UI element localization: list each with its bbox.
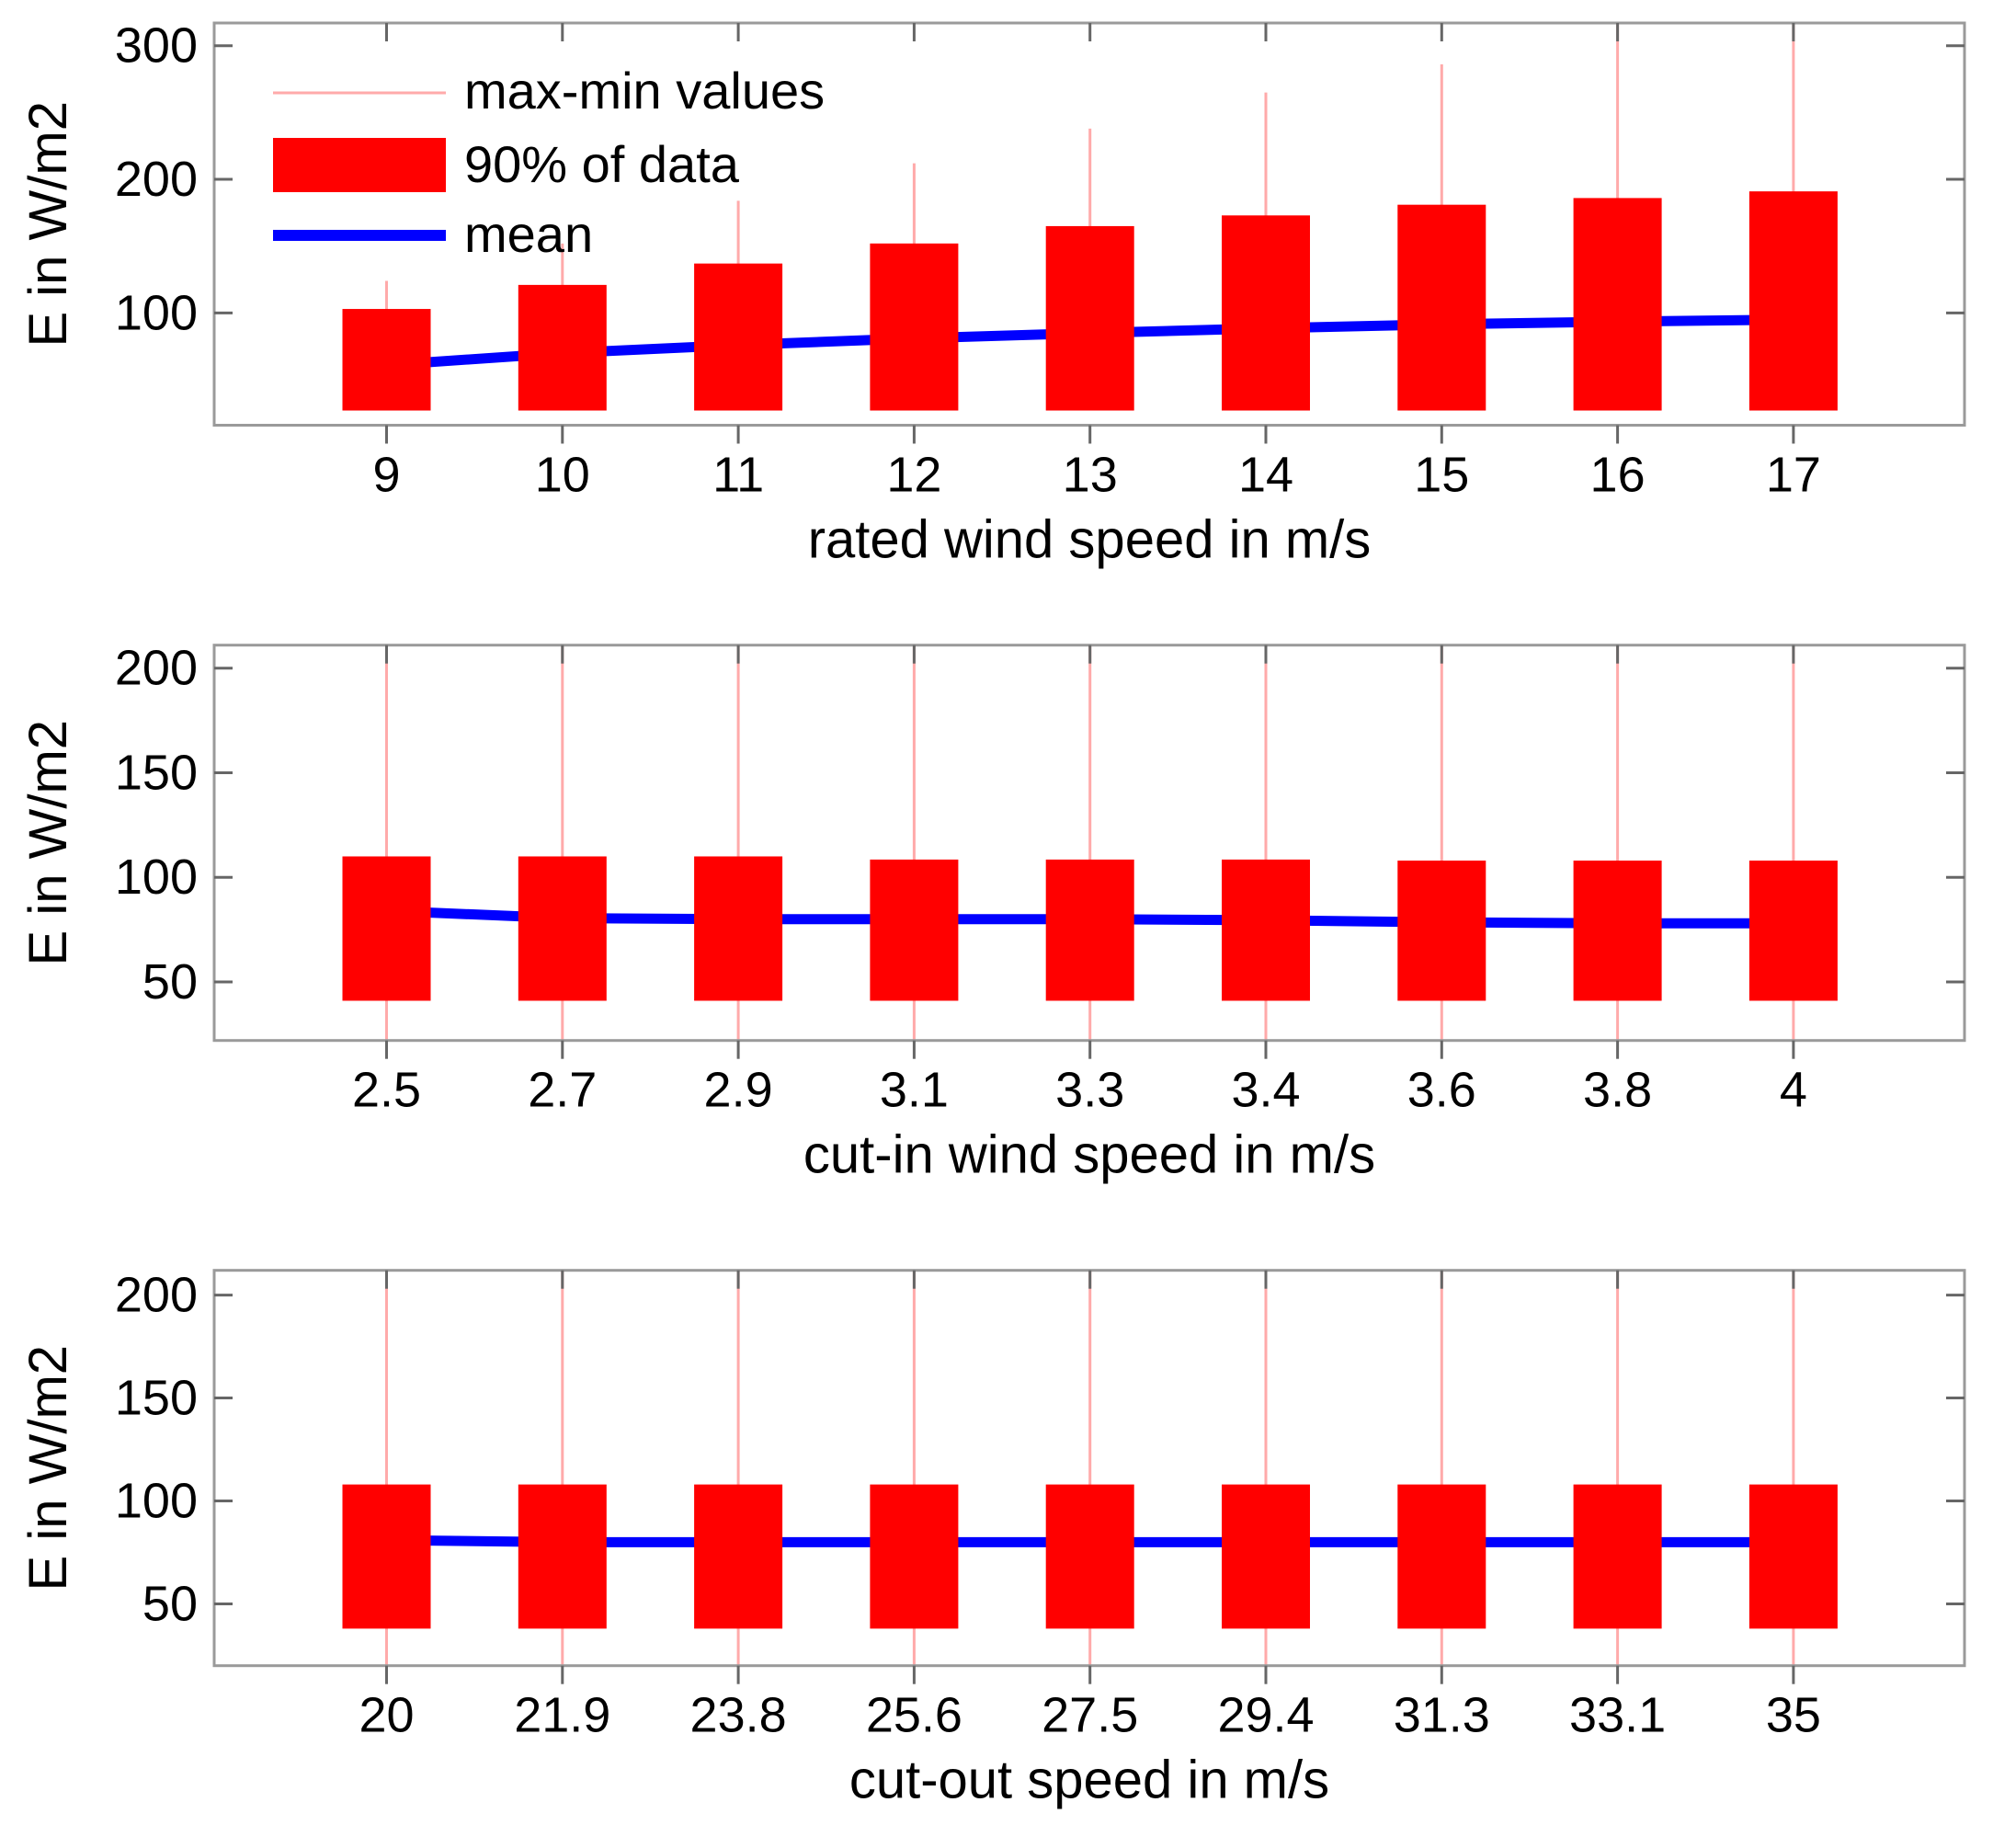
bar-90pct [870,243,959,411]
legend-mean-label: mean [464,205,593,263]
x-axis-label: cut-in wind speed in m/s [803,1125,1375,1185]
subplot-cut-in-wind-speed: 50 100 150 200 2.5 2.7 2.9 3.1 3.3 3.4 3.6 3.8 4 cut-… [18,641,1966,1185]
y-tick-label: 150 [115,1371,198,1426]
x-tick-label: 3.3 [1055,1063,1124,1118]
bar-90pct [1573,861,1662,1001]
x-axis-label: cut-out speed in m/s [849,1751,1329,1810]
x-tick-label: 2.5 [352,1063,421,1118]
bar-90pct [518,284,607,411]
y-tick-label: 200 [115,641,198,696]
x-tick-label: 27.5 [1042,1688,1138,1743]
bar-90pct [870,859,959,1001]
x-tick-label: 17 [1766,448,1821,503]
bar-90pct [694,856,783,1001]
y-tick-label: 100 [115,1474,198,1529]
bar-90pct [1397,861,1486,1001]
bar-90pct [1748,861,1838,1001]
y-tick-label: 100 [115,850,198,905]
x-tick-label: 12 [886,448,941,503]
y-tick-label: 200 [115,1268,198,1323]
bar-90pct [1045,225,1134,411]
x-tick-label: 4 [1780,1063,1807,1118]
legend-band-label: 90% of data [464,135,740,193]
y-tick-label: 50 [142,1577,198,1632]
bar-90pct [1748,191,1838,411]
y-axis-label: E in W/m2 [18,720,78,965]
x-tick-label: 21.9 [514,1688,610,1743]
x-tick-label: 15 [1414,448,1469,503]
bar-90pct [342,309,431,411]
x-tick-label: 2.7 [528,1063,597,1118]
x-tick-label: 3.4 [1231,1063,1300,1118]
x-tick-label: 33.1 [1569,1688,1666,1743]
x-tick-label: 13 [1063,448,1118,503]
legend: max-min values 90% of data mean [273,62,825,263]
x-tick-label: 14 [1238,448,1293,503]
bar-90pct [1222,1484,1310,1629]
bar-90pct [694,1484,783,1629]
x-tick-label: 3.8 [1583,1063,1652,1118]
x-tick-label: 25.6 [866,1688,962,1743]
x-axis-label: rated wind speed in m/s [808,510,1372,570]
x-tick-label: 3.6 [1407,1063,1476,1118]
y-tick-label: 300 [115,18,198,74]
subplot-rated-wind-speed: 100 200 300 9 10 11 12 13 14 15 16 17 rated wind spe… [18,18,1966,570]
y-axis-label: E in W/m2 [18,1345,78,1591]
bar-90pct [694,263,783,411]
bar-90pct [870,1484,959,1629]
bar-90pct [518,1484,607,1629]
bar-90pct [1397,204,1486,411]
legend-band-swatch [273,138,446,192]
bar-90pct [1573,1484,1662,1629]
x-tick-label: 31.3 [1394,1688,1490,1743]
subplot-cut-out-speed: 50 100 150 200 20 21.9 23.8 25.6 27.5 29.4 31.3 33.… [18,1268,1966,1810]
x-tick-label: 20 [359,1688,414,1743]
bar-90pct [1748,1484,1838,1629]
y-tick-label: 50 [142,954,198,1010]
x-tick-label: 23.8 [690,1688,787,1743]
bar-90pct [1222,859,1310,1001]
bar-90pct [518,856,607,1001]
y-tick-label: 100 [115,285,198,340]
x-tick-label: 10 [535,448,590,503]
x-tick-label: 11 [712,448,764,503]
x-tick-label: 16 [1590,448,1646,503]
bar-90pct [1397,1484,1486,1629]
x-tick-label: 2.9 [704,1063,773,1118]
legend-minmax-label: max-min values [464,62,825,120]
x-tick-label: 35 [1766,1688,1821,1743]
bar-90pct [1045,859,1134,1001]
x-tick-label: 3.1 [880,1063,949,1118]
x-tick-label: 29.4 [1217,1688,1314,1743]
bar-90pct [1045,1484,1134,1629]
bar-90pct [1573,198,1662,411]
bar-90pct [1222,215,1310,411]
bar-90pct [342,856,431,1001]
x-tick-label: 9 [372,448,400,503]
y-tick-label: 150 [115,745,198,800]
bar-90pct [342,1484,431,1629]
y-tick-label: 200 [115,152,198,207]
y-axis-label: E in W/m2 [18,101,78,348]
